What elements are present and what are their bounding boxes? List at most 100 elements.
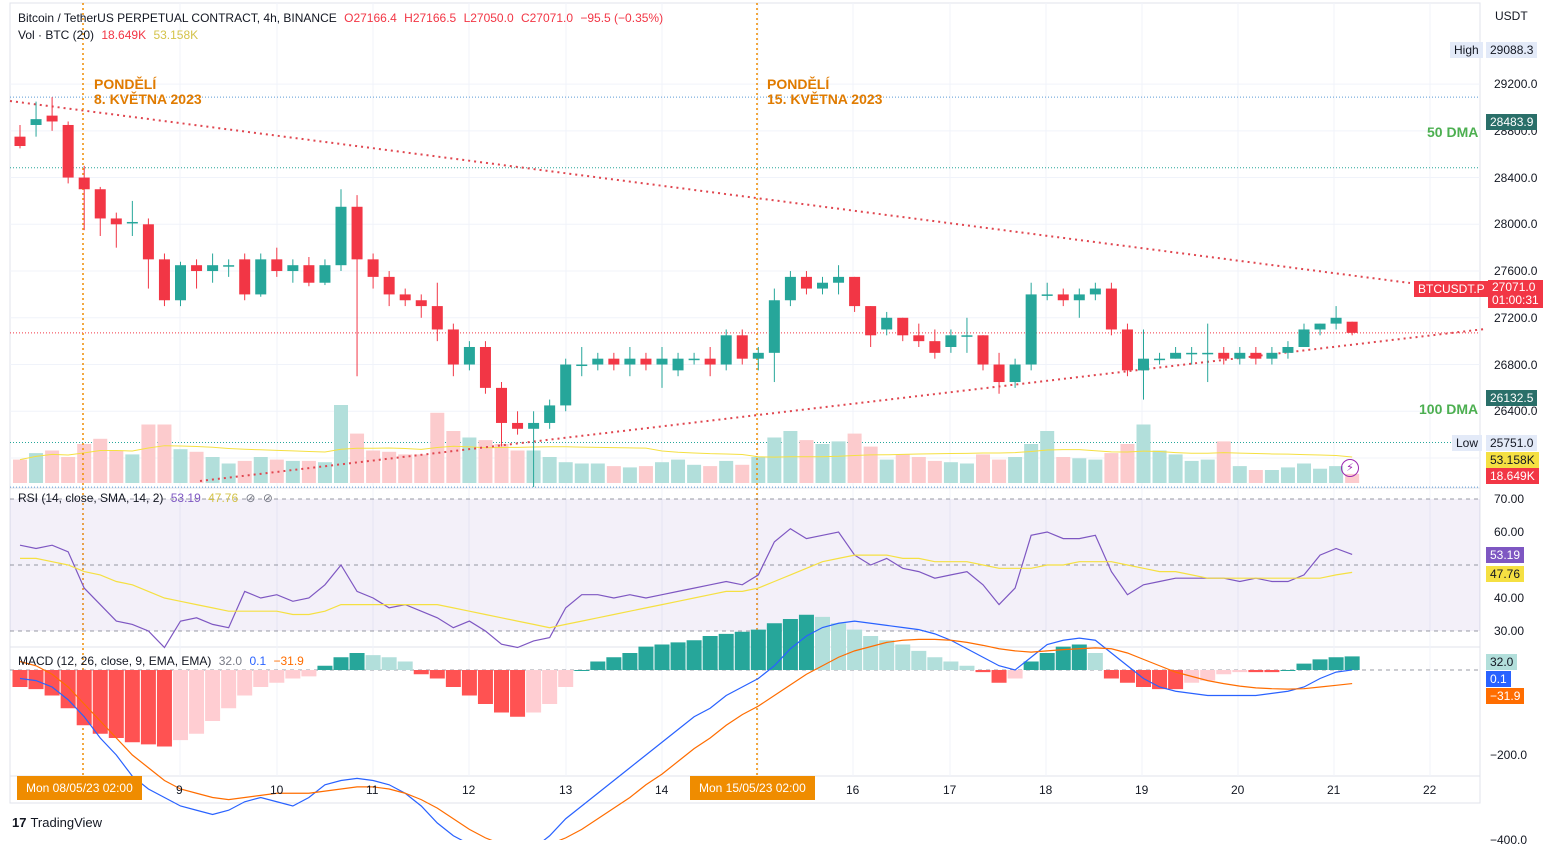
rsi-value: 53.19 [170, 491, 201, 505]
rsi-ma-value-tag: 47.76 [1486, 566, 1525, 582]
rsi-value-tag: 53.19 [1486, 547, 1525, 563]
candle-body [560, 364, 572, 406]
macd-histogram-bar [333, 657, 349, 670]
price-axis-unit[interactable]: USDT [1495, 9, 1528, 23]
volume-bar [1072, 458, 1087, 483]
macd-histogram-bar [156, 670, 172, 747]
volume-bar [157, 424, 172, 483]
volume-bar [911, 457, 926, 483]
eye-icon[interactable]: ⊘ [245, 491, 256, 505]
macd-histogram-bar [590, 661, 606, 670]
volume-bar [606, 466, 621, 483]
volume-bar [1088, 459, 1103, 483]
time-tag-1: Mon 08/05/23 02:00 [17, 776, 142, 800]
candle-body [399, 294, 411, 301]
price-tick: 27200.0 [1494, 310, 1538, 325]
candle-body [1089, 288, 1101, 295]
macd-histogram-bar [108, 670, 124, 738]
volume-bar [366, 450, 381, 483]
candle-body [1073, 294, 1085, 301]
macd-histogram-bar [189, 670, 205, 734]
volume-label[interactable]: Vol · BTC (20) [18, 28, 95, 42]
candle-body [624, 358, 636, 365]
volume-bar [1168, 454, 1183, 483]
macd-histogram-bar [60, 670, 76, 709]
macd-histogram-bar [895, 644, 911, 670]
annotation-day: PONDĚLÍ [94, 76, 157, 92]
change-value: −95.5 (−0.35%) [580, 11, 664, 25]
candle-body [720, 335, 732, 365]
candle-body [1105, 288, 1117, 330]
volume-bar [1152, 450, 1167, 483]
vol-tag: 18.649K [1486, 468, 1539, 484]
macd-histogram-bar [76, 670, 92, 726]
volume-bar [943, 462, 958, 483]
volume-bar [334, 405, 348, 483]
volume-bar [478, 440, 493, 483]
volume-bar [510, 450, 525, 483]
rsi-tick: 40.00 [1494, 591, 1525, 605]
macd-header: MACD (12, 26, close, 9, EMA, EMA) 32.0 0… [18, 654, 308, 668]
candle-body [704, 358, 716, 365]
candle-body [1170, 352, 1182, 359]
macd-histogram-bar [1023, 661, 1039, 670]
candle-body [656, 358, 668, 365]
macd-histogram-bar [1103, 670, 1119, 679]
volume-bar [253, 457, 268, 483]
candle-body [463, 346, 475, 365]
macd-histogram-bar [879, 640, 895, 670]
volume-bar [1280, 467, 1295, 483]
volume-bar [992, 459, 1007, 483]
volume-bar [61, 457, 76, 483]
volume-bar [205, 457, 220, 483]
volume-bar [1248, 470, 1263, 483]
macd-histogram-bar [750, 629, 766, 670]
macd-histogram-bar [782, 619, 798, 670]
macd-line [19, 620, 1353, 840]
volume-ma-value: 53.158K [153, 28, 199, 42]
volume-bar [1264, 470, 1279, 483]
hidden-icon[interactable]: ⊘ [262, 491, 273, 505]
macd-histogram-bar [494, 670, 509, 713]
tradingview-logo[interactable]: 17 TradingView [12, 815, 103, 830]
volume-bar [301, 460, 316, 483]
candle-body [768, 300, 780, 353]
macd-histogram-bar [1248, 670, 1264, 673]
candle-body [94, 189, 106, 219]
candle-body [993, 364, 1005, 383]
volume-bar [45, 450, 60, 483]
macd-histogram-bar [975, 670, 991, 673]
macd-histogram-bar [1344, 656, 1360, 670]
volume-bar [863, 446, 878, 483]
rsi-ma-value: 47.76 [208, 491, 239, 505]
macd-histogram-bar [734, 631, 750, 670]
candle-body [1186, 352, 1198, 355]
candle-body [62, 124, 74, 178]
lightning-icon[interactable]: ⚡ [1341, 459, 1359, 477]
candle-body [1282, 346, 1294, 353]
volume-bar [125, 454, 140, 483]
macd-tick: −200.0 [1490, 748, 1528, 762]
price-tick: 28000.0 [1494, 217, 1538, 232]
volume-bar [590, 463, 605, 483]
macd-histogram-bar [1039, 653, 1055, 670]
macd-histogram-bar [798, 614, 814, 670]
candle-body [544, 405, 556, 423]
dma100-label: 100 DMA [1419, 401, 1479, 417]
volume-bar [622, 467, 637, 483]
macd-histogram-bar [28, 670, 44, 690]
volume-bar [398, 454, 413, 483]
volume-bar [1008, 457, 1023, 483]
rsi-label[interactable]: RSI (14, close, SMA, 14, 2) [18, 491, 164, 505]
symbol-title[interactable]: Bitcoin / TetherUS PERPETUAL CONTRACT, 4… [18, 11, 337, 25]
macd-label[interactable]: MACD (12, 26, close, 9, EMA, EMA) [18, 654, 212, 668]
price-tick: 29200.0 [1494, 77, 1538, 92]
volume-bar [735, 464, 750, 483]
time-tick: 20 [1231, 783, 1245, 797]
macd-signal-line [19, 638, 1353, 840]
time-tick: 18 [1039, 783, 1053, 797]
volume-bar [1216, 441, 1231, 483]
volume-bar [638, 466, 653, 483]
volume-bar [558, 462, 573, 483]
